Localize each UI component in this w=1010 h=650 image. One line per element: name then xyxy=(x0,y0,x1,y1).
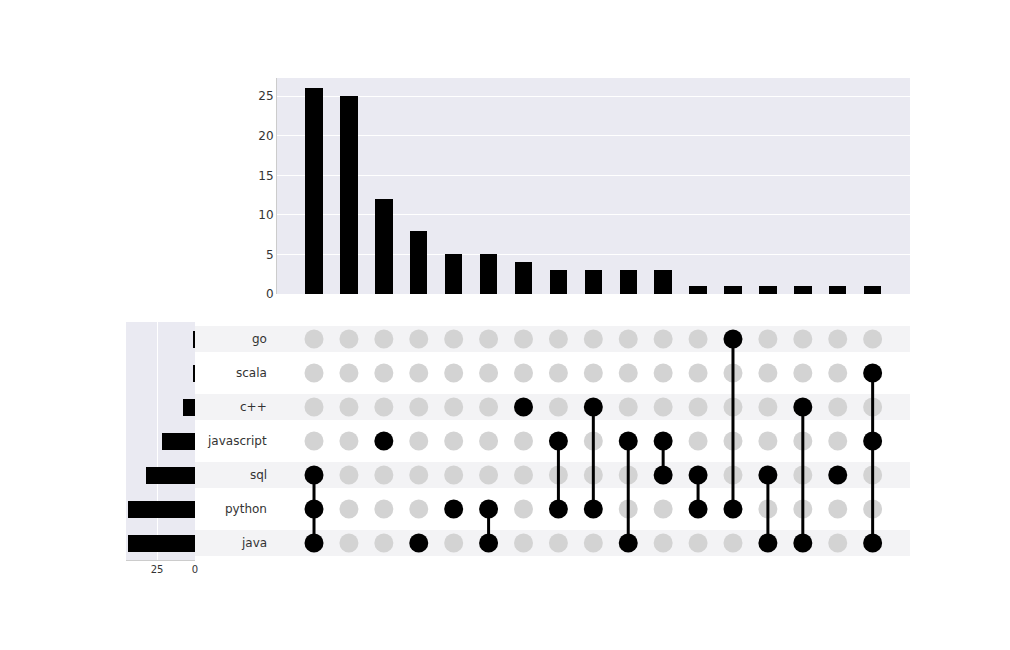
svg-text:25: 25 xyxy=(258,89,273,103)
svg-text:java: java xyxy=(241,536,267,550)
svg-text:scala: scala xyxy=(236,366,267,380)
svg-text:15: 15 xyxy=(258,169,273,183)
svg-text:5: 5 xyxy=(266,248,274,262)
svg-text:c++: c++ xyxy=(240,400,267,414)
svg-text:0: 0 xyxy=(192,564,198,575)
svg-text:go: go xyxy=(252,332,267,346)
svg-text:python: python xyxy=(225,502,267,516)
svg-text:20: 20 xyxy=(258,129,273,143)
svg-text:0: 0 xyxy=(266,287,274,301)
svg-text:10: 10 xyxy=(258,208,273,222)
svg-text:25: 25 xyxy=(151,564,164,575)
svg-text:sql: sql xyxy=(250,468,267,482)
svg-text:javascript: javascript xyxy=(207,434,267,448)
